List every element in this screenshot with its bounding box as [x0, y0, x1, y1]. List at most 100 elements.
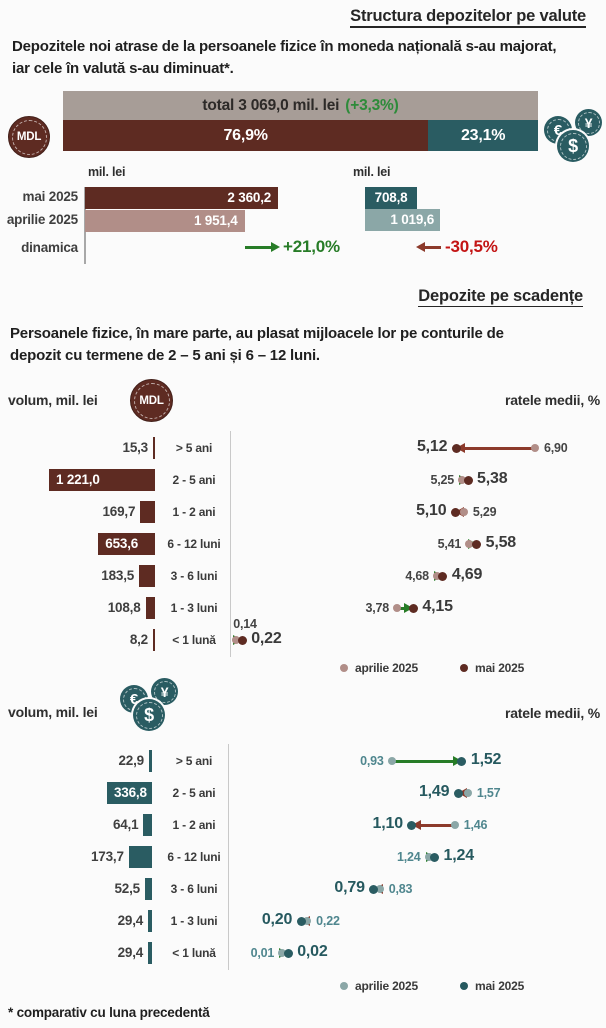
- maturity-title: Depozite pe scadențe: [418, 287, 583, 307]
- unit-label-mdl: mil. lei: [88, 165, 126, 179]
- mdl-aprilie-bar: 1 951,4: [85, 210, 245, 232]
- rate-value-aprilie: 5,25: [430, 473, 455, 487]
- volume-value: 653,6: [105, 536, 139, 551]
- rate-value-mai: 0,79: [334, 879, 365, 896]
- volume-value: 64,1: [112, 817, 139, 832]
- rate-value-mai: 4,69: [451, 566, 483, 583]
- dollar-coin-icon: $: [557, 130, 589, 162]
- rate-value-mai: 0,02: [297, 943, 328, 960]
- rate-value-aprilie: 5,29: [472, 505, 497, 519]
- mdl-change-label: +21,0%: [283, 237, 340, 256]
- maturity-label: 1 - 2 ani: [172, 505, 216, 519]
- volume-bar: [148, 750, 152, 772]
- rate-value-mai: 5,58: [485, 534, 517, 551]
- legend-item-mai: mai 2025: [459, 979, 524, 993]
- volume-value: 108,8: [107, 600, 141, 615]
- rate-dot-mai: [296, 916, 306, 926]
- maturity-label: 2 - 5 ani: [172, 786, 216, 800]
- rate-value-mai: 1,52: [470, 751, 502, 768]
- fx-maturity-chart: 22,9 > 5 ani 1,52 0,93 336,8 2 - 5 ani 1,49 1,5…: [0, 742, 606, 974]
- rate-dot-aprilie: [465, 540, 474, 548]
- volume-bar: [144, 878, 152, 900]
- rate-axis-line: [228, 744, 229, 970]
- dollar-coin-icon: $: [133, 699, 165, 731]
- rate-dot-aprilie: [303, 917, 312, 925]
- maturity-label: 2 - 5 ani: [172, 473, 216, 487]
- rate-dot-aprilie: [393, 604, 402, 612]
- rate-dot-aprilie: [459, 508, 468, 516]
- rate-dot-mai: [430, 852, 440, 862]
- maturity-label: 3 - 6 luni: [170, 882, 218, 896]
- rate-value-mai: 1,49: [418, 783, 450, 800]
- rate-dot-aprilie: [232, 636, 241, 644]
- rate-dot-mai: [472, 539, 482, 549]
- month-axis-line: [84, 187, 86, 264]
- rate-value-aprilie: 6,90: [543, 441, 568, 455]
- rate-value-mai: 5,38: [477, 470, 508, 487]
- maturity-intro-text: Persoanele fizice, în mare parte, au pla…: [10, 323, 570, 367]
- volume-bar: [139, 565, 155, 587]
- row-label-mai: mai 2025: [22, 189, 79, 204]
- mdl-coin-icon-2: MDL: [130, 379, 173, 422]
- rate-value-aprilie: 0,01: [250, 946, 275, 960]
- volume-value: 183,5: [101, 568, 135, 583]
- volume-value: 29,4: [117, 945, 144, 960]
- row-label-aprilie: aprilie 2025: [6, 212, 78, 227]
- total-value-label: total 3 069,0 mil. lei: [202, 96, 340, 114]
- rate-dot-mai: [457, 756, 467, 766]
- fx-aprilie-bar: 1 019,6: [365, 209, 441, 231]
- fx-change-label: -30,5%: [445, 237, 498, 256]
- volume-value: 336,8: [114, 785, 147, 800]
- volume-bar: [49, 469, 155, 491]
- rate-dot-mai: [283, 948, 293, 958]
- volume-value: 22,9: [118, 753, 144, 768]
- maturity-label: 1 - 2 ani: [172, 818, 216, 832]
- main-title: Structura depozitelor pe valute: [350, 7, 586, 28]
- rate-change-arrow: [391, 760, 454, 763]
- mdl-coin-text: MDL: [16, 131, 42, 143]
- rate-value-aprilie: 0,93: [360, 754, 384, 768]
- rate-value-aprilie: 4,68: [405, 569, 429, 583]
- volume-value: 29,4: [117, 913, 144, 928]
- rate-value-aprilie: 1,57: [476, 786, 501, 800]
- rate-arrowhead-icon: [456, 442, 466, 453]
- mdl-mai-bar: 2 360,2: [85, 187, 279, 209]
- volume-bar: [140, 501, 155, 523]
- fx-share-label: 23,1%: [460, 126, 506, 144]
- fx-rates-axis-label: ratele medii, %: [504, 705, 600, 721]
- rate-arrowhead-icon: [411, 819, 421, 830]
- rate-dot-aprilie: [432, 572, 441, 580]
- rate-value-mai: 1,10: [372, 815, 404, 832]
- legend-item-aprilie: aprilie 2025: [340, 979, 418, 993]
- rate-dot-mai: [438, 571, 448, 581]
- mdl-rates-axis-label: ratele medii, %: [504, 392, 600, 408]
- rate-value-aprilie: 0,22: [316, 914, 340, 928]
- maturity-label: > 5 ani: [175, 754, 213, 768]
- currency-total-bar: total 3 069,0 mil. lei (+3,3%): [63, 91, 538, 120]
- volume-bar: [145, 597, 155, 619]
- aprilie-dot-icon: [340, 982, 348, 990]
- total-change-label: (+3,3%): [345, 96, 399, 114]
- row-label-dinamica: dinamica: [21, 240, 78, 255]
- currency-share-bar: 76,9% 23,1%: [63, 120, 538, 151]
- rate-value-aprilie: 3,78: [365, 601, 390, 615]
- rate-dot-aprilie: [278, 949, 287, 957]
- rate-dot-mai: [408, 603, 418, 613]
- maturity-label: 1 - 3 luni: [170, 914, 218, 928]
- mdl-share-segment: 76,9%: [63, 120, 429, 151]
- rate-value-mai: 5,12: [416, 438, 448, 455]
- rate-change-arrow: [397, 607, 406, 610]
- mdl-share-label: 76,9%: [223, 126, 268, 144]
- rate-value-mai: 4,15: [422, 598, 453, 615]
- rate-dot-mai: [237, 635, 247, 645]
- rate-value-mai: 1,24: [443, 847, 475, 864]
- rate-dot-mai: [450, 507, 460, 517]
- volume-value: 15,3: [122, 440, 149, 455]
- rate-dot-mai: [407, 820, 417, 830]
- mdl-volume-axis-label: volum, mil. lei: [8, 392, 98, 408]
- rate-dot-aprilie: [463, 789, 472, 797]
- mdl-legend: aprilie 2025 mai 2025: [340, 661, 524, 675]
- maturity-label: 1 - 3 luni: [170, 601, 218, 615]
- fx-trend-arrow: [425, 246, 441, 249]
- volume-bar: [153, 629, 155, 651]
